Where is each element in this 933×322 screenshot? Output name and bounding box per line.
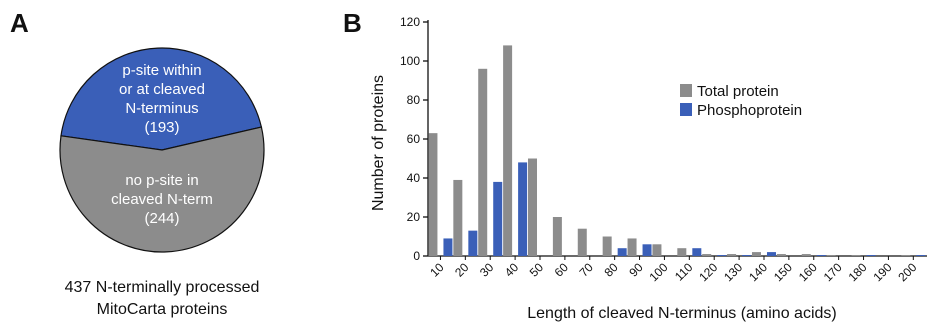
bar-total-protein xyxy=(478,68,488,256)
bar-total-protein xyxy=(453,179,463,256)
bar-phosphoprotein xyxy=(617,248,627,256)
legend-swatch xyxy=(680,103,692,116)
bar-phosphoprotein xyxy=(692,248,702,256)
pie-slice xyxy=(60,47,263,151)
panel-a-label: A xyxy=(10,8,29,38)
x-tick-label: 170 xyxy=(821,260,845,284)
pie-slice-label: (244) xyxy=(144,210,179,227)
x-axis: 10 20 30 40 50 60 70 80 90 100 110 120 130 140 150 160 1… xyxy=(427,255,927,284)
bar-total-protein xyxy=(602,236,612,256)
bar-phosphoprotein xyxy=(816,255,826,256)
bar-total-protein xyxy=(702,254,712,256)
bar-total-protein xyxy=(577,228,587,256)
y-tick-label: 20 xyxy=(407,210,421,224)
bar-total-protein xyxy=(851,255,861,256)
legend-label: Phosphoprotein xyxy=(697,102,802,119)
panel-b-label: B xyxy=(343,8,362,38)
pie-slice xyxy=(59,126,265,253)
legend-swatch xyxy=(680,84,692,97)
bar-total-protein xyxy=(751,252,761,256)
x-tick-label: 180 xyxy=(846,260,870,284)
pie-slice-label: cleaved N-term xyxy=(111,191,213,208)
bar-phosphoprotein xyxy=(518,162,528,256)
x-tick-label: 40 xyxy=(502,260,522,280)
bar-total-protein xyxy=(627,238,637,256)
bar-phosphoprotein xyxy=(766,252,776,256)
bar-total-protein xyxy=(901,255,911,256)
bar-phosphoprotein xyxy=(916,255,926,256)
bar-phosphoprotein xyxy=(468,230,478,256)
pie-slice-label: p-site within xyxy=(122,62,201,79)
bar-total-protein xyxy=(776,254,786,256)
x-tick-label: 10 xyxy=(427,260,447,280)
pie-chart: p-site within or at cleaved N-terminus (193… xyxy=(59,47,265,253)
x-tick-label: 110 xyxy=(672,260,696,284)
y-axis: 0 20 40 60 80 100 120 xyxy=(400,15,429,263)
x-tick-label: 140 xyxy=(746,260,770,284)
bar-total-protein xyxy=(652,244,662,256)
bar-total-protein xyxy=(801,254,811,256)
x-tick-label: 200 xyxy=(895,260,919,284)
x-axis-title: Length of cleaved N-terminus (amino acid… xyxy=(527,305,836,322)
bar-phosphoprotein xyxy=(717,255,727,256)
bar-phosphoprotein xyxy=(493,181,503,256)
bar-phosphoprotein xyxy=(742,255,752,256)
y-tick-label: 100 xyxy=(400,54,420,68)
x-tick-label: 120 xyxy=(696,260,720,284)
pie-slice-label: no p-site in xyxy=(125,172,198,189)
bar-total-protein xyxy=(428,133,438,256)
pie-slice-label: or at cleaved xyxy=(119,81,205,98)
y-tick-label: 40 xyxy=(407,171,421,185)
bar-phosphoprotein xyxy=(443,238,453,256)
pie-caption-line2: MitoCarta proteins xyxy=(97,301,228,318)
x-tick-label: 90 xyxy=(626,260,646,280)
bars xyxy=(428,45,926,257)
x-tick-label: 150 xyxy=(771,260,795,284)
legend: Total protein Phosphoprotein xyxy=(680,83,802,119)
y-axis-title: Number of proteins xyxy=(370,75,387,211)
y-tick-label: 120 xyxy=(400,15,420,29)
x-tick-label: 20 xyxy=(452,260,472,280)
bar-total-protein xyxy=(826,255,836,256)
pie-caption-line1: 437 N-terminally processed xyxy=(65,279,260,296)
y-tick-label: 80 xyxy=(407,93,421,107)
bar-total-protein xyxy=(727,254,737,256)
bar-total-protein xyxy=(677,248,687,256)
bar-phosphoprotein xyxy=(642,244,652,256)
pie-slice-label: (193) xyxy=(144,119,179,136)
x-tick-label: 130 xyxy=(721,260,745,284)
bar-total-protein xyxy=(503,45,513,257)
x-tick-label: 30 xyxy=(477,260,497,280)
x-tick-label: 60 xyxy=(552,260,572,280)
y-tick-label: 0 xyxy=(413,249,420,263)
legend-label: Total protein xyxy=(697,83,779,100)
bar-total-protein xyxy=(552,217,562,256)
x-tick-label: 70 xyxy=(577,260,597,280)
y-tick-label: 60 xyxy=(407,132,421,146)
x-tick-label: 100 xyxy=(646,260,670,284)
pie-slice-label: N-terminus xyxy=(125,100,198,117)
x-tick-label: 160 xyxy=(796,260,820,284)
bar-phosphoprotein xyxy=(866,255,876,256)
x-tick-label: 50 xyxy=(527,260,547,280)
x-tick-label: 80 xyxy=(601,260,621,280)
bar-total-protein xyxy=(527,158,537,256)
x-tick-label: 190 xyxy=(870,260,894,284)
